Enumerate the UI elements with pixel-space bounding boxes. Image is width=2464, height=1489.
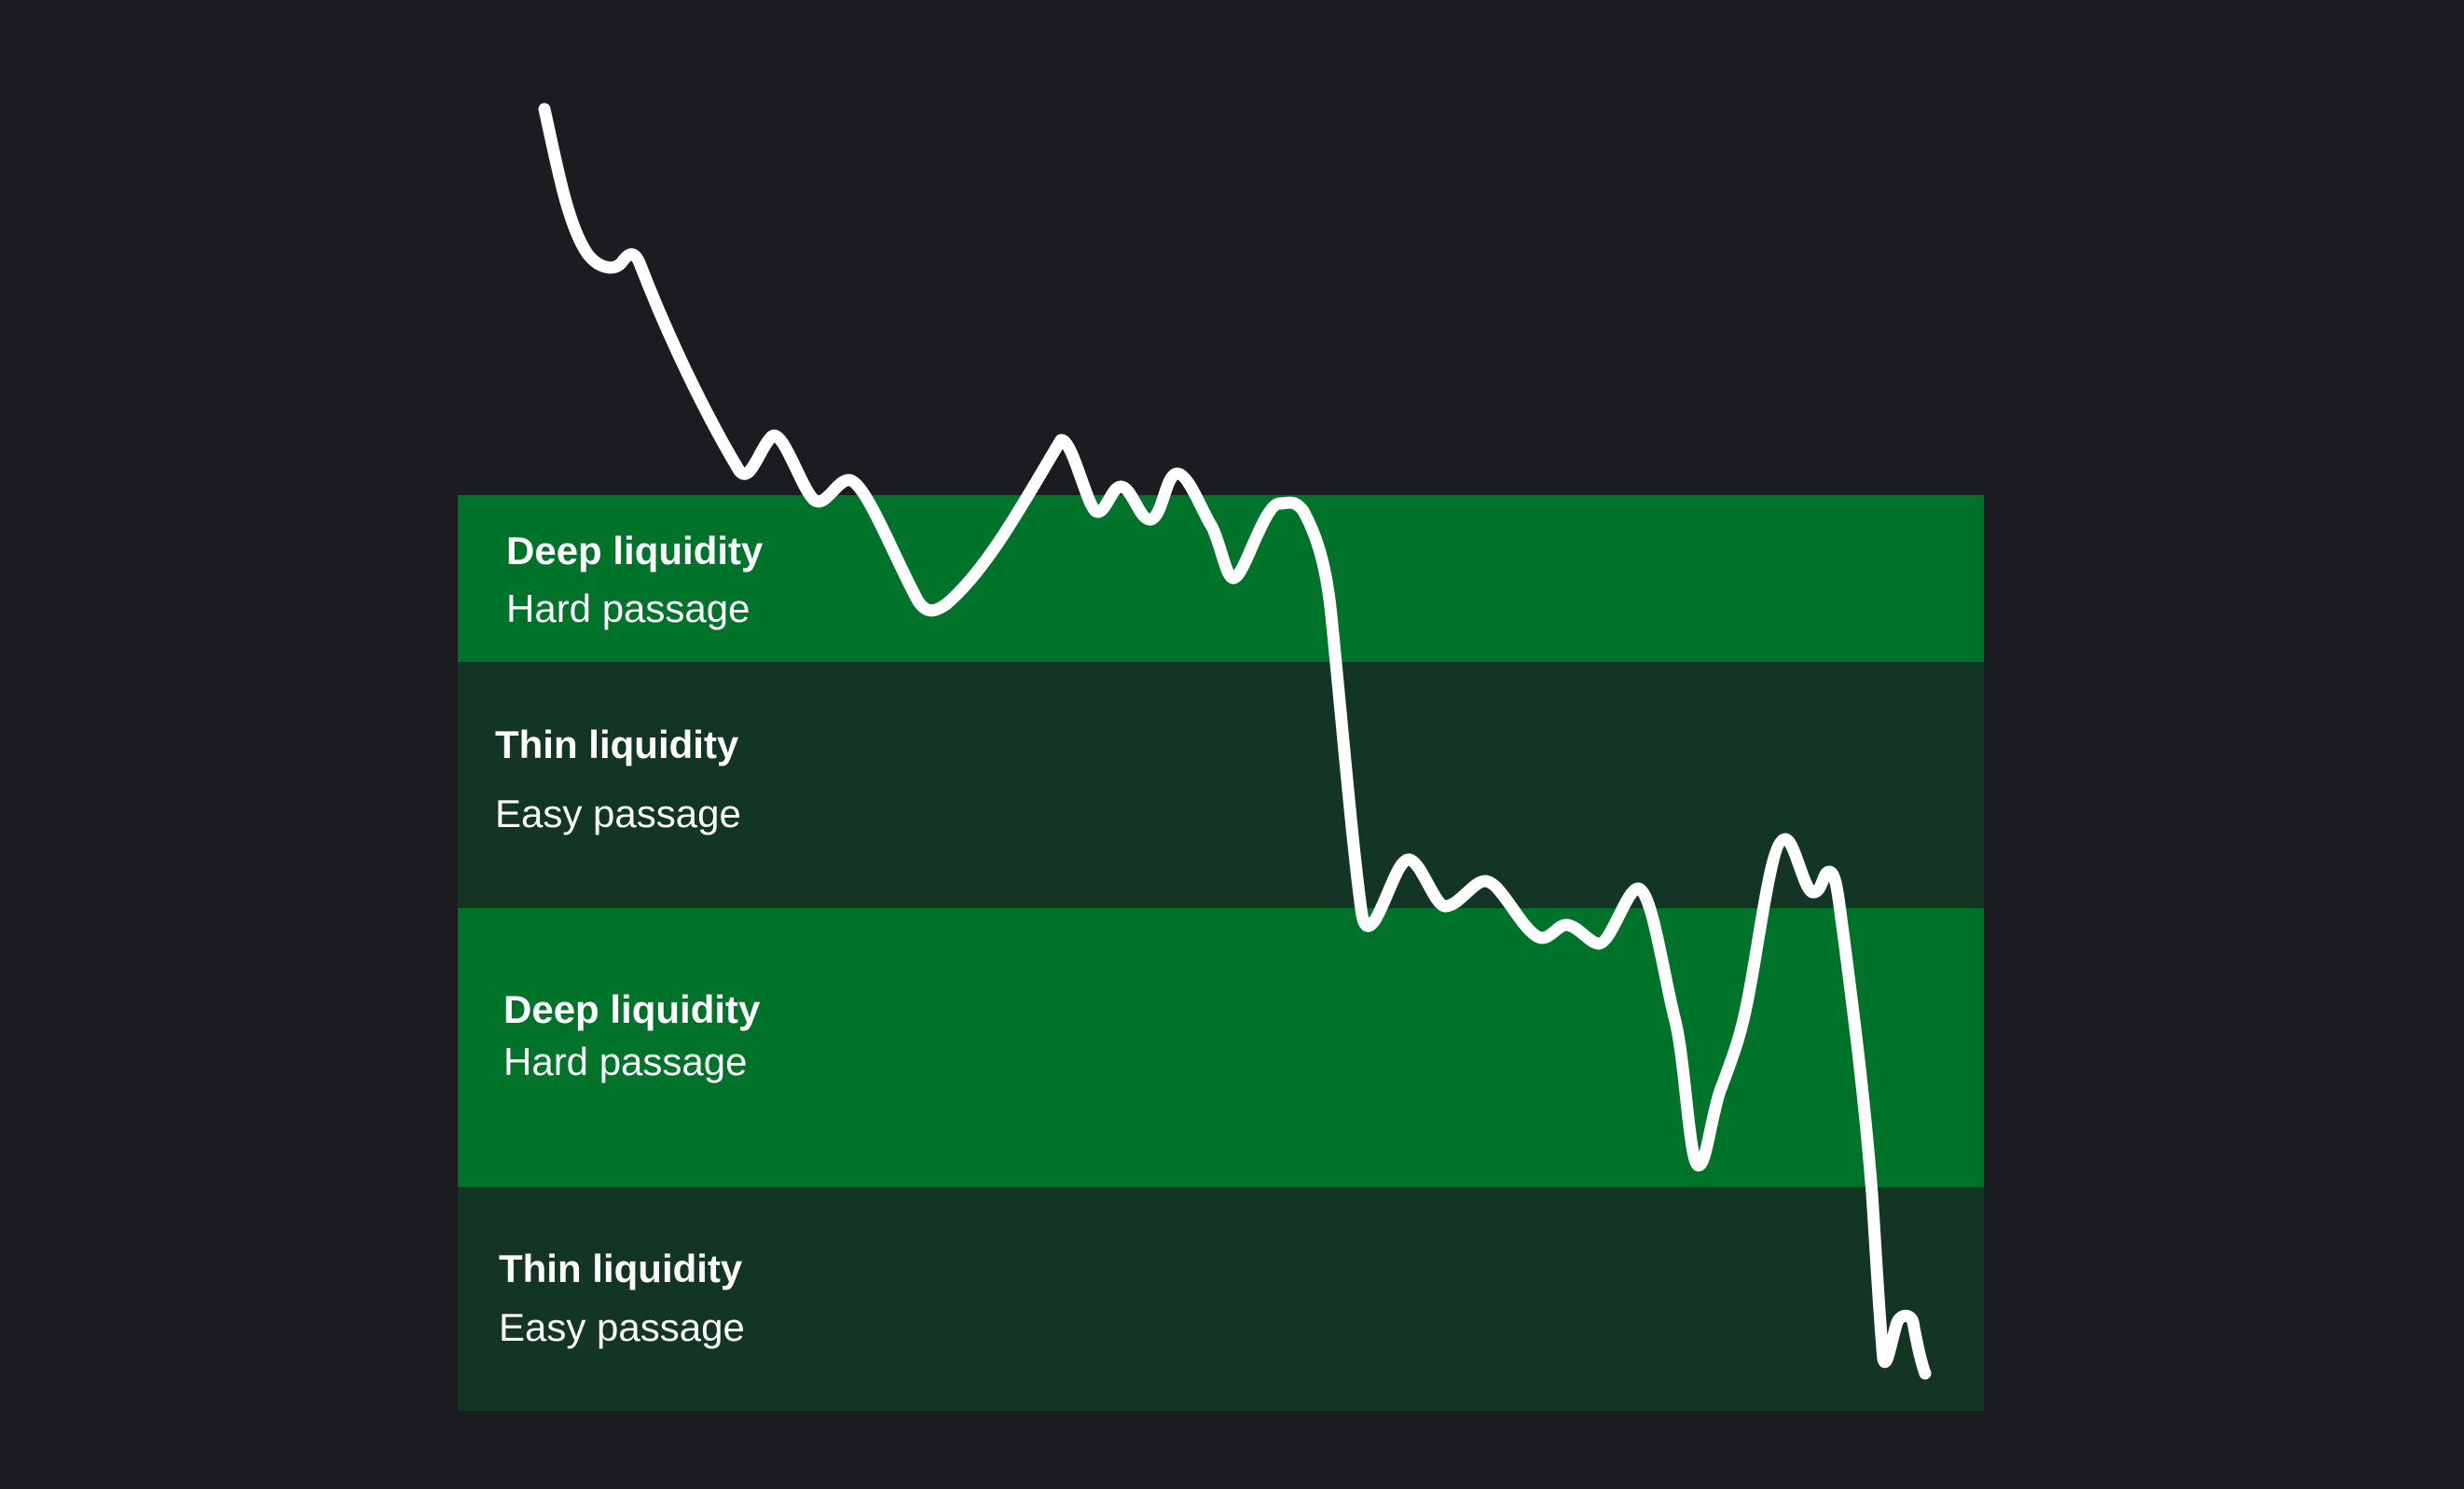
band-4-subtitle: Easy passage bbox=[499, 1305, 745, 1349]
band-1-title: Deep liquidity bbox=[506, 529, 764, 572]
band-2-title: Thin liquidity bbox=[495, 723, 739, 766]
band-thin-liquidity-1 bbox=[458, 662, 1984, 908]
band-3-title: Deep liquidity bbox=[503, 987, 761, 1031]
band-3-subtitle: Hard passage bbox=[503, 1040, 748, 1083]
band-thin-liquidity-2 bbox=[458, 1187, 1984, 1411]
band-2-subtitle: Easy passage bbox=[495, 792, 741, 835]
band-1-subtitle: Hard passage bbox=[506, 586, 750, 630]
band-deep-liquidity-1 bbox=[458, 495, 1984, 662]
band-4-title: Thin liquidity bbox=[499, 1247, 743, 1290]
